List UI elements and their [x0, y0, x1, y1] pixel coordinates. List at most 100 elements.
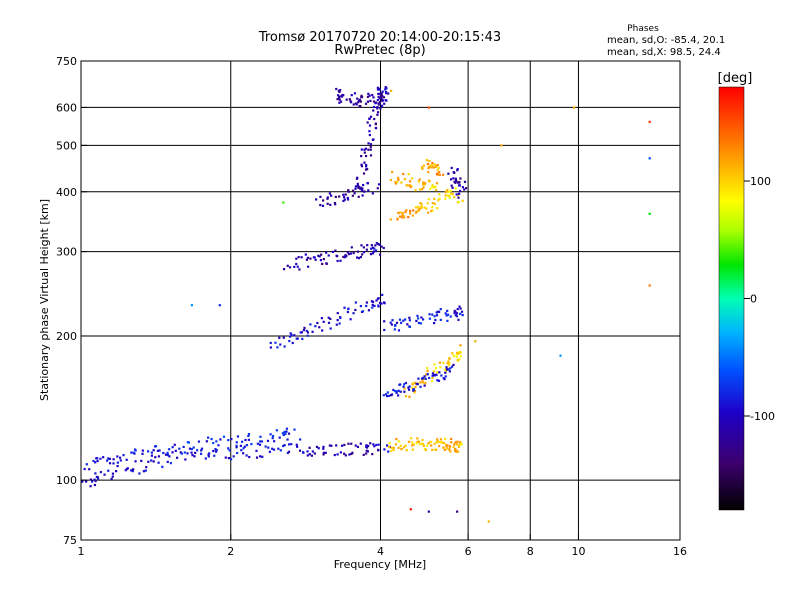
data-point: [352, 312, 355, 315]
data-point: [320, 253, 323, 256]
data-point: [271, 434, 275, 438]
data-point: [455, 353, 459, 356]
colorbar-tick-label: 100: [750, 175, 771, 188]
data-point: [354, 301, 357, 304]
data-point: [287, 443, 291, 446]
data-point: [83, 467, 86, 471]
data-point: [447, 364, 450, 367]
data-point: [447, 172, 450, 175]
data-point: [261, 455, 264, 458]
data-point: [445, 190, 449, 193]
data-point: [382, 301, 386, 304]
data-point: [357, 101, 360, 104]
data-point: [390, 89, 393, 92]
data-point: [380, 98, 384, 101]
data-point: [197, 440, 201, 443]
data-point: [199, 452, 203, 455]
data-point: [385, 92, 388, 95]
data-point: [337, 89, 340, 92]
data-point: [406, 323, 409, 326]
data-point: [421, 167, 424, 170]
data-point: [377, 92, 380, 95]
data-point: [306, 334, 309, 337]
data-point: [321, 262, 324, 266]
data-point: [175, 456, 179, 459]
data-point: [399, 211, 402, 214]
data-point: [354, 444, 357, 447]
data-point: [403, 390, 406, 393]
data-point: [409, 209, 412, 213]
data-point: [271, 447, 274, 450]
data-point: [367, 142, 370, 145]
data-point: [282, 267, 286, 271]
data-point: [372, 138, 375, 141]
data-point: [322, 257, 325, 261]
data-point: [371, 306, 374, 309]
data-point: [89, 478, 93, 481]
data-point: [368, 117, 371, 120]
data-point: [399, 390, 402, 393]
data-point: [329, 317, 332, 321]
data-point: [390, 446, 394, 449]
data-point: [306, 256, 310, 259]
data-point: [372, 443, 375, 446]
data-point: [417, 377, 420, 380]
data-point: [335, 254, 338, 257]
data-point: [248, 455, 251, 459]
data-point: [446, 194, 449, 197]
data-point: [381, 94, 384, 98]
data-point: [362, 251, 366, 254]
data-point: [322, 320, 325, 323]
data-point: [456, 169, 459, 172]
data-point: [140, 459, 143, 463]
data-point: [363, 161, 366, 164]
data-point: [378, 243, 381, 246]
data-point: [363, 148, 366, 151]
data-point: [342, 255, 345, 259]
data-point: [355, 103, 358, 106]
data-point: [438, 441, 441, 444]
data-point: [282, 444, 285, 448]
data-point: [397, 440, 400, 443]
data-point: [132, 451, 135, 454]
data-point: [326, 197, 329, 200]
data-point: [459, 442, 462, 445]
data-point: [367, 444, 370, 448]
data-point: [452, 354, 456, 357]
data-point: [328, 444, 331, 447]
data-point: [432, 321, 436, 325]
data-point: [346, 198, 350, 201]
data-point: [287, 432, 291, 435]
data-point: [429, 187, 432, 190]
gridlines: [81, 61, 681, 540]
data-point: [438, 171, 441, 174]
data-point: [404, 444, 407, 447]
data-point: [395, 437, 398, 441]
data-point: [343, 255, 347, 259]
data-point: [423, 206, 426, 209]
data-point: [407, 216, 410, 219]
data-point: [438, 310, 441, 314]
data-point: [243, 445, 246, 448]
data-point: [457, 196, 460, 199]
data-point: [455, 450, 458, 453]
data-point: [300, 256, 303, 259]
data-point: [457, 184, 461, 187]
data-point: [384, 88, 387, 91]
data-point: [449, 450, 452, 453]
data-point: [448, 370, 451, 373]
data-point: [366, 100, 369, 103]
data-point: [336, 97, 339, 101]
data-point: [446, 309, 449, 312]
data-point: [362, 246, 365, 249]
data-point: [365, 449, 368, 452]
data-point: [439, 366, 442, 369]
data-point: [458, 181, 461, 184]
data-point: [271, 437, 274, 440]
data-point: [413, 391, 416, 394]
data-point: [444, 312, 447, 315]
data-point: [408, 184, 411, 187]
data-point: [436, 163, 439, 167]
data-point: [365, 304, 368, 308]
data-point: [407, 440, 411, 443]
